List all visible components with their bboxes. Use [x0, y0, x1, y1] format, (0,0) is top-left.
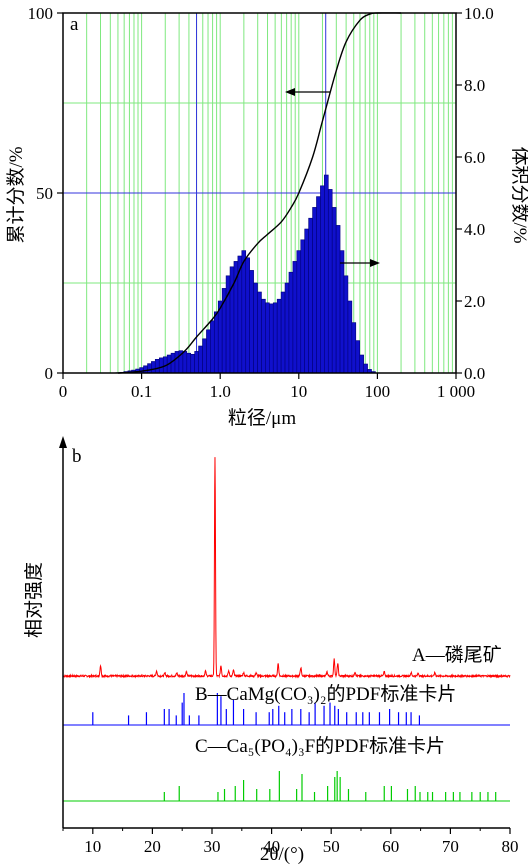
- histogram-bar: [159, 357, 164, 374]
- panel-a-left-axis-label: 累计分数/%: [5, 146, 27, 243]
- histogram-bar: [210, 320, 215, 374]
- histogram-bar: [316, 196, 321, 374]
- left-arrow-icon: [285, 88, 330, 96]
- histogram-bar: [213, 311, 219, 374]
- histogram-bar: [151, 361, 156, 374]
- panel-a-histogram: [115, 174, 376, 374]
- histogram-bar: [253, 282, 258, 374]
- x-tick-label: 0.1: [131, 382, 152, 401]
- x-tick-label: 20: [144, 837, 161, 856]
- histogram-bar: [186, 352, 192, 374]
- right-arrow-icon: [340, 259, 380, 267]
- y-right-tick-label: 6.0: [464, 148, 485, 167]
- histogram-bar: [198, 345, 203, 374]
- histogram-bar: [351, 322, 357, 374]
- y-right-tick-label: 10.0: [464, 4, 494, 23]
- panel-a-particle-size-chart: 0 0.1 1.0 10 100 1 000 0 50 100 0.0 2.0 4.0 6.0 8.0 10…: [5, 4, 528, 429]
- histogram-bar: [331, 207, 337, 374]
- histogram-bar: [249, 270, 254, 374]
- y-right-tick-label: 8.0: [464, 76, 485, 95]
- histogram-bar: [355, 340, 361, 374]
- histogram-bar: [300, 239, 305, 374]
- histogram-bar: [170, 352, 176, 374]
- panel-b-y-axis-label: 相对强度: [23, 562, 45, 638]
- y-right-tick-label: 4.0: [464, 220, 485, 239]
- histogram-bar: [261, 298, 266, 374]
- histogram-bar: [324, 174, 329, 374]
- series-b-label: B—CaMg(CO₃)₂的PDF标准卡片: [195, 683, 456, 705]
- x-tick-label: 1.0: [210, 382, 231, 401]
- y-left-tick-label: 100: [28, 4, 54, 23]
- x-tick-label: 50: [323, 837, 340, 856]
- histogram-bar: [276, 298, 282, 374]
- series-a-line: [62, 457, 511, 679]
- histogram-bar: [174, 351, 180, 374]
- histogram-bar: [327, 189, 333, 374]
- histogram-bar: [217, 300, 223, 374]
- panel-b-axes: [59, 436, 510, 829]
- y-right-tick-label: 2.0: [464, 292, 485, 311]
- histogram-bar: [304, 228, 309, 374]
- histogram-bar: [154, 359, 160, 374]
- x-tick-label: 100: [365, 382, 391, 401]
- x-tick-label: 70: [442, 837, 459, 856]
- histogram-bar: [272, 302, 278, 374]
- y-right-tick-label: 0.0: [464, 364, 485, 383]
- histogram-bar: [292, 261, 298, 374]
- series-c-label: C—Ca₅(PO₄)₃F的PDF标准卡片: [195, 735, 445, 757]
- panel-a-axis-ticks: 0 0.1 1.0 10 100 1 000 0 50 100 0.0 2.0 4.0 6.0 8.0 10…: [28, 4, 494, 401]
- panel-a-label: a: [70, 14, 79, 35]
- histogram-bar: [347, 300, 353, 374]
- x-tick-label: 30: [204, 837, 221, 856]
- histogram-bar: [288, 271, 294, 374]
- x-tick-label: 10: [84, 837, 101, 856]
- histogram-bar: [182, 351, 188, 374]
- series-a-label: A—磷尾矿: [412, 644, 502, 666]
- histogram-bar: [257, 291, 262, 374]
- histogram-bar: [312, 207, 317, 374]
- x-tick-label: 60: [382, 837, 399, 856]
- y-left-tick-label: 0: [45, 364, 54, 383]
- histogram-bar: [343, 275, 349, 374]
- histogram-bar: [147, 363, 152, 374]
- x-tick-label: 1 000: [437, 382, 475, 401]
- y-axis-arrow-icon: [59, 436, 67, 448]
- histogram-bar: [245, 257, 250, 374]
- panel-b-xrd-chart: 10 20 30 40 50 60 70 80 b A—磷尾矿 B—CaMg(CO₃)₂的PD…: [23, 436, 519, 865]
- histogram-bar: [335, 225, 341, 374]
- histogram-bar: [241, 250, 247, 374]
- x-tick-label: 10: [290, 382, 307, 401]
- histogram-bar: [280, 291, 286, 374]
- histogram-bar: [339, 250, 345, 374]
- histogram-bar: [284, 282, 290, 374]
- panel-b-series: [62, 457, 511, 802]
- x-tick-label: 0: [59, 382, 68, 401]
- histogram-bar: [190, 353, 195, 374]
- panel-a-right-axis-label: 体积分数/%: [509, 146, 528, 243]
- panel-b-x-axis-label: 2θ/(°): [260, 844, 304, 865]
- histogram-bar: [206, 329, 211, 374]
- histogram-bar: [194, 351, 199, 374]
- x-tick-label: 80: [502, 837, 519, 856]
- histogram-bar: [296, 250, 302, 374]
- panel-a-x-axis-label: 粒径/μm: [228, 407, 296, 429]
- panel-b-label: b: [72, 446, 82, 467]
- histogram-bar: [359, 354, 364, 374]
- histogram-bar: [363, 363, 368, 374]
- panel-a-cumulative-curve: [117, 12, 402, 374]
- x-tick-label: 40: [263, 837, 280, 856]
- histogram-bar: [229, 266, 235, 374]
- histogram-bar: [308, 217, 313, 374]
- histogram-bar: [202, 338, 207, 374]
- histogram-bar: [265, 302, 270, 374]
- y-left-tick-label: 50: [36, 184, 53, 203]
- histogram-bar: [143, 365, 148, 374]
- histogram-bar: [269, 303, 274, 374]
- panel-b-axis-ticks: 10 20 30 40 50 60 70 80: [62, 828, 519, 856]
- histogram-bar: [320, 185, 325, 374]
